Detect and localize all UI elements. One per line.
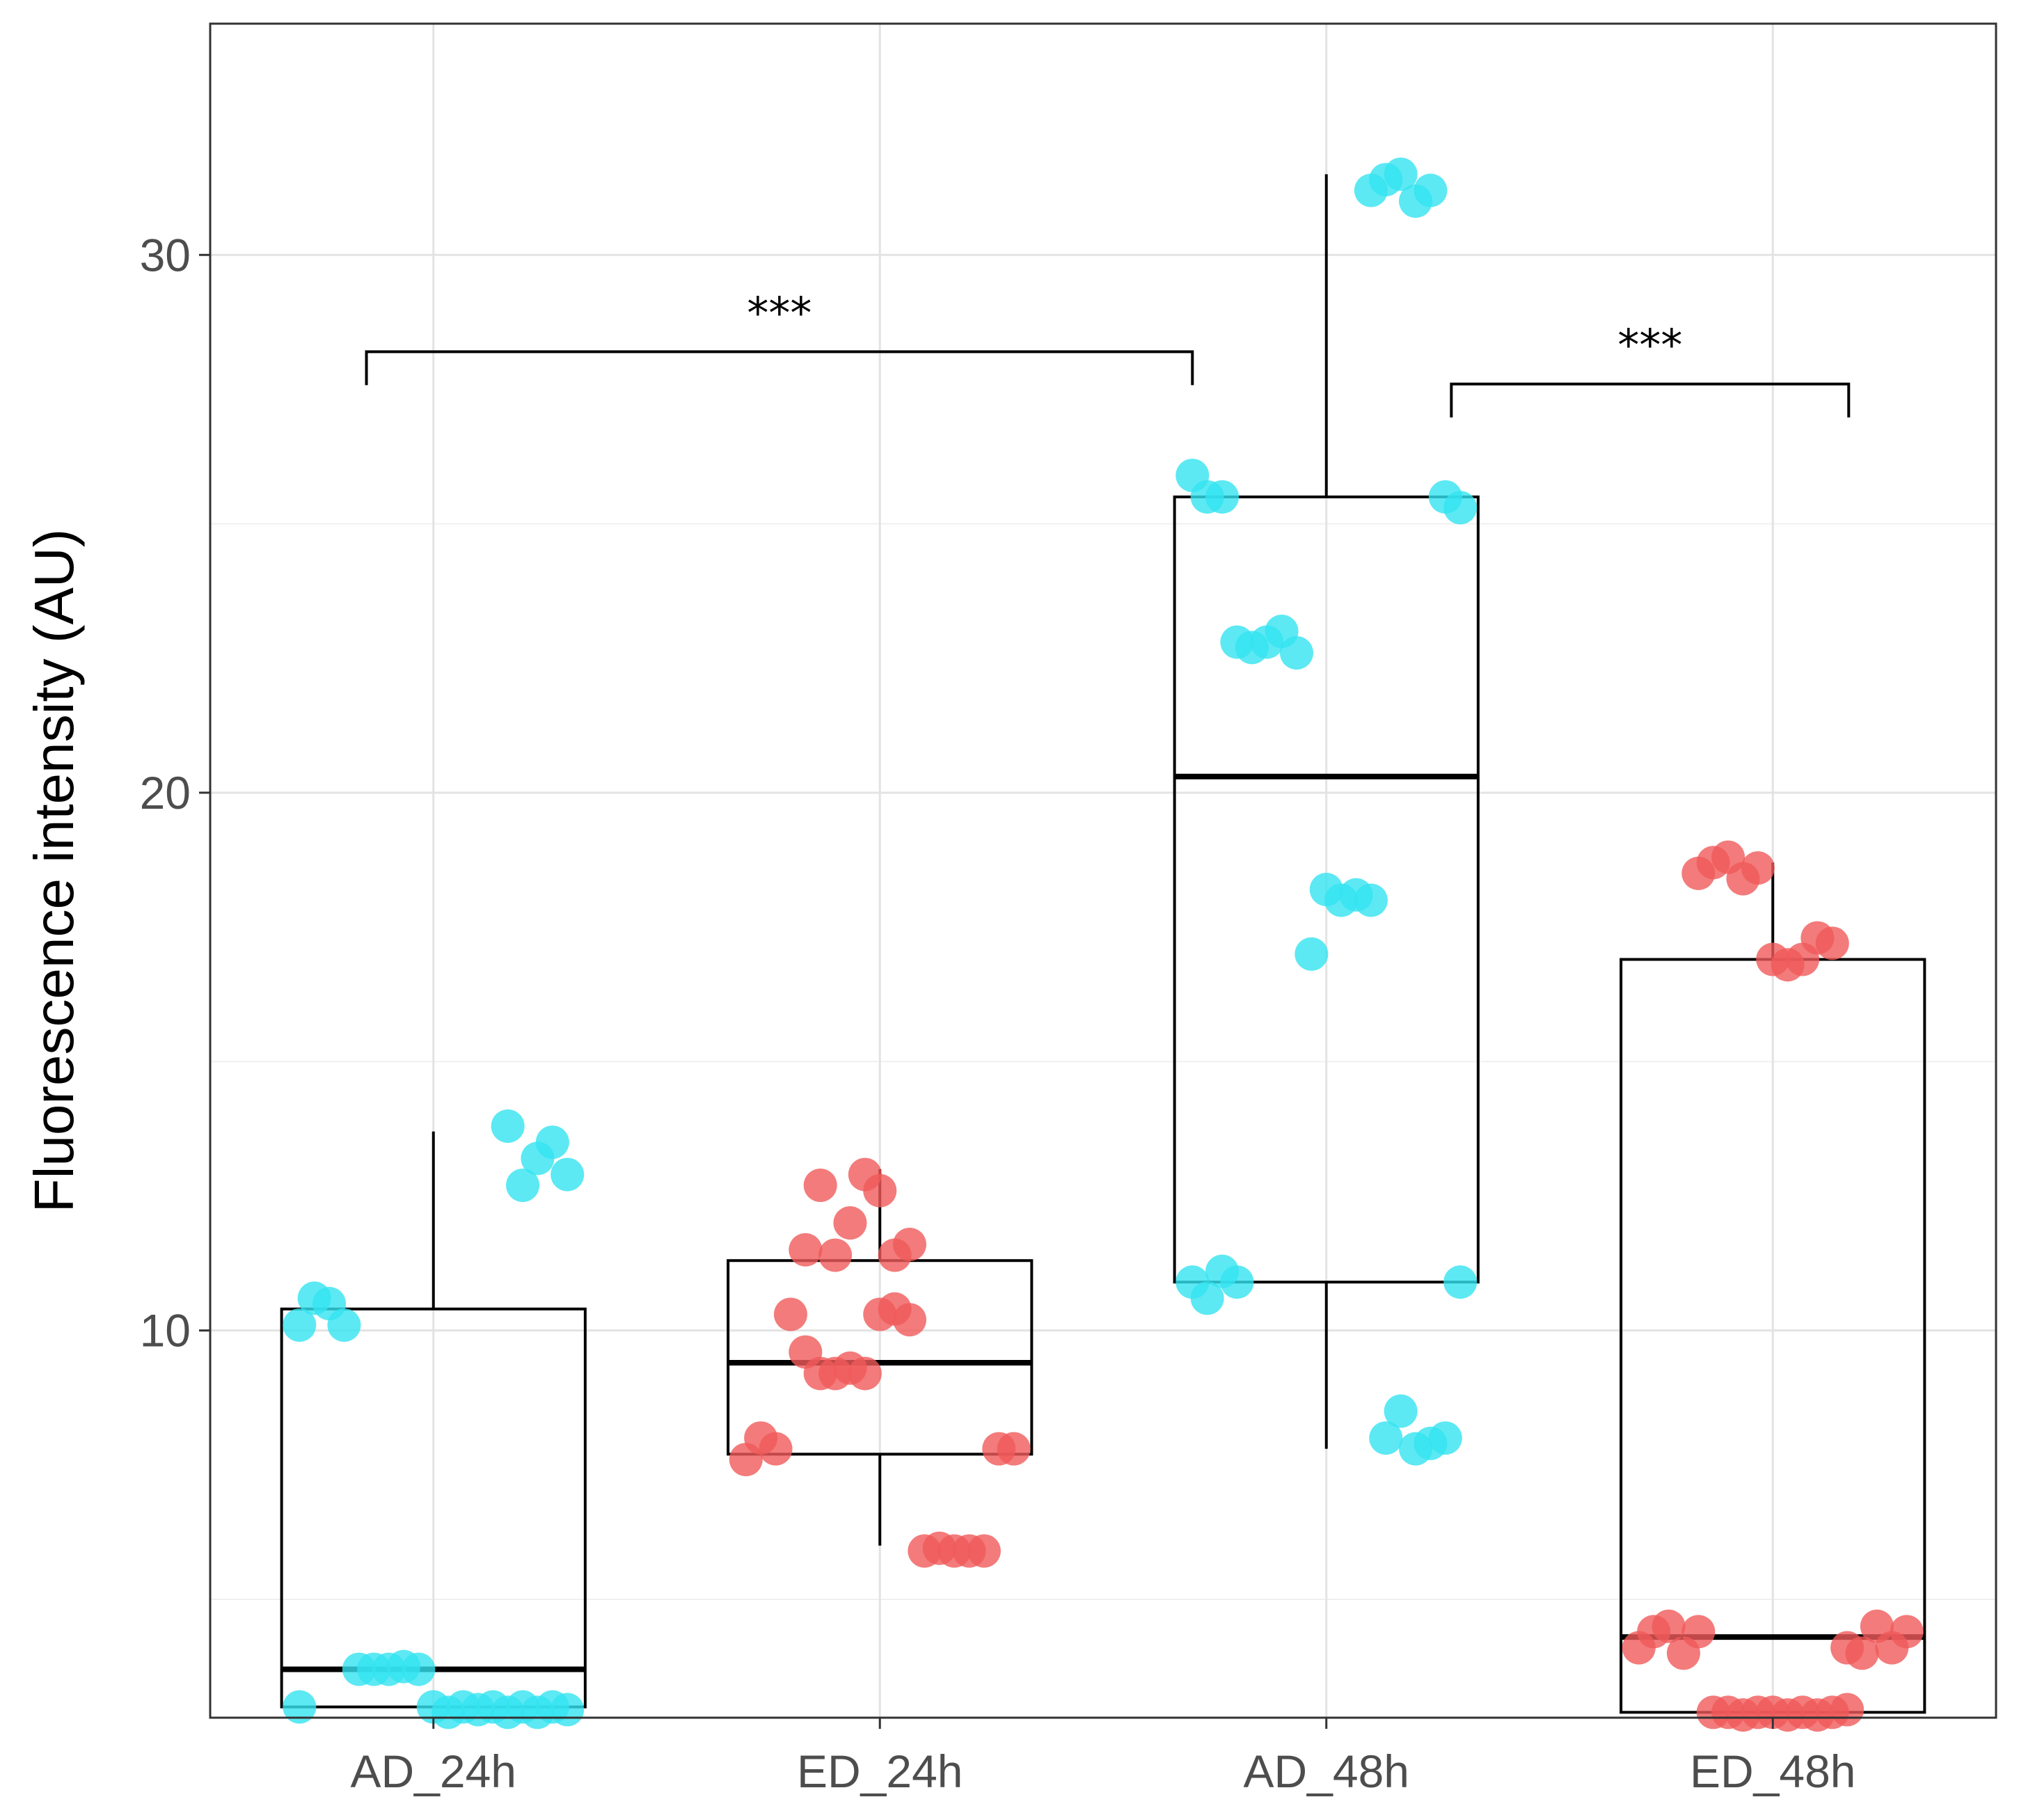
data-point: [863, 1297, 897, 1331]
data-point: [729, 1443, 763, 1477]
data-point: [1681, 856, 1716, 890]
data-point: [773, 1297, 807, 1331]
significance-bracket: [1450, 382, 1851, 418]
data-point: [1309, 873, 1343, 907]
data-point: [1830, 1631, 1864, 1665]
data-point: [818, 1238, 853, 1272]
data-point: [1205, 1254, 1240, 1288]
data-point: [491, 1109, 525, 1144]
data-point: [1428, 480, 1462, 514]
x-tick-label: AD_24h: [350, 1746, 516, 1797]
data-point: [1399, 1432, 1433, 1466]
plot-border: [209, 22, 1997, 1719]
data-point: [506, 1169, 540, 1203]
data-point: [908, 1534, 942, 1568]
data-point: [1696, 1695, 1730, 1730]
data-point: [1622, 1631, 1656, 1665]
data-point: [789, 1335, 823, 1369]
data-point: [982, 1432, 1016, 1466]
data-point: [1175, 1265, 1210, 1299]
y-tick-label: 10: [140, 1305, 191, 1356]
data-point: [342, 1652, 376, 1686]
data-point: [416, 1690, 450, 1724]
data-point: [1666, 1636, 1700, 1670]
significance-label: ***: [1617, 320, 1682, 371]
y-tick-label: 20: [140, 767, 191, 818]
significance-bracket: [365, 350, 1194, 386]
data-point: [1369, 1421, 1403, 1455]
data-point: [848, 1157, 882, 1192]
box-iqr: [1173, 495, 1480, 1284]
x-tick-label: AD_48h: [1243, 1746, 1409, 1797]
data-point: [1756, 942, 1790, 976]
data-point: [789, 1233, 823, 1267]
data-point: [283, 1308, 317, 1342]
axes: 10 20 30 AD_24h ED_24h AD_48h ED_48h: [140, 229, 1856, 1797]
data-point: [1354, 173, 1388, 207]
y-tick-label: 30: [140, 229, 191, 280]
data-point: [803, 1169, 837, 1203]
data-point: [1220, 625, 1254, 659]
point-layer: [283, 157, 1924, 1732]
data-point: [551, 1157, 585, 1192]
data-point: [297, 1281, 331, 1315]
data-point: [1860, 1609, 1894, 1643]
data-point: [283, 1690, 317, 1724]
data-point: [1294, 937, 1329, 971]
significance-label: ***: [747, 287, 811, 338]
box-layer: [280, 174, 1926, 1714]
data-point: [1399, 184, 1433, 218]
data-point: [521, 1141, 555, 1176]
data-point: [1443, 1265, 1478, 1299]
data-point: [833, 1206, 867, 1240]
y-axis-title: Fluorescence intensity (AU): [23, 529, 85, 1213]
data-point: [878, 1238, 912, 1272]
data-point: [1384, 1394, 1418, 1428]
significance-annotations: *** ***: [365, 287, 1851, 418]
x-tick-label: ED_48h: [1690, 1746, 1856, 1797]
x-tick-label: ED_24h: [797, 1746, 963, 1797]
data-point: [1175, 459, 1210, 493]
